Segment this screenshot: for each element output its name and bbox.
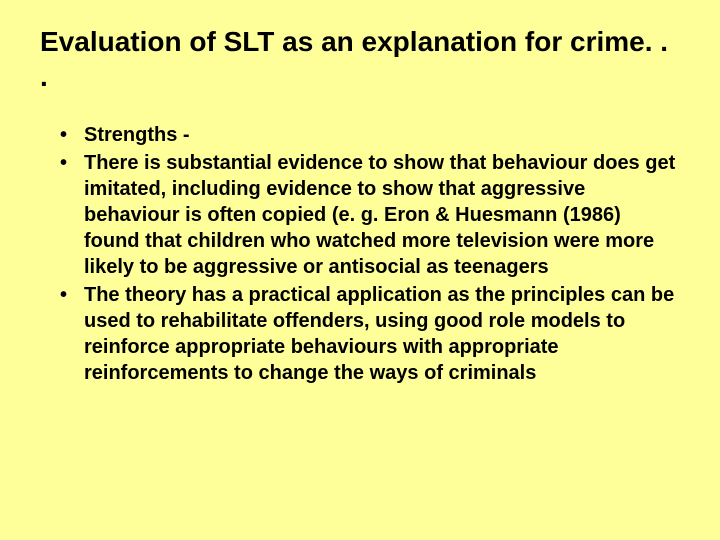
list-item: Strengths - bbox=[66, 122, 680, 148]
list-item: There is substantial evidence to show th… bbox=[66, 150, 680, 280]
list-item: The theory has a practical application a… bbox=[66, 282, 680, 386]
bullet-list: Strengths - There is substantial evidenc… bbox=[40, 122, 680, 386]
slide-title: Evaluation of SLT as an explanation for … bbox=[40, 24, 680, 94]
